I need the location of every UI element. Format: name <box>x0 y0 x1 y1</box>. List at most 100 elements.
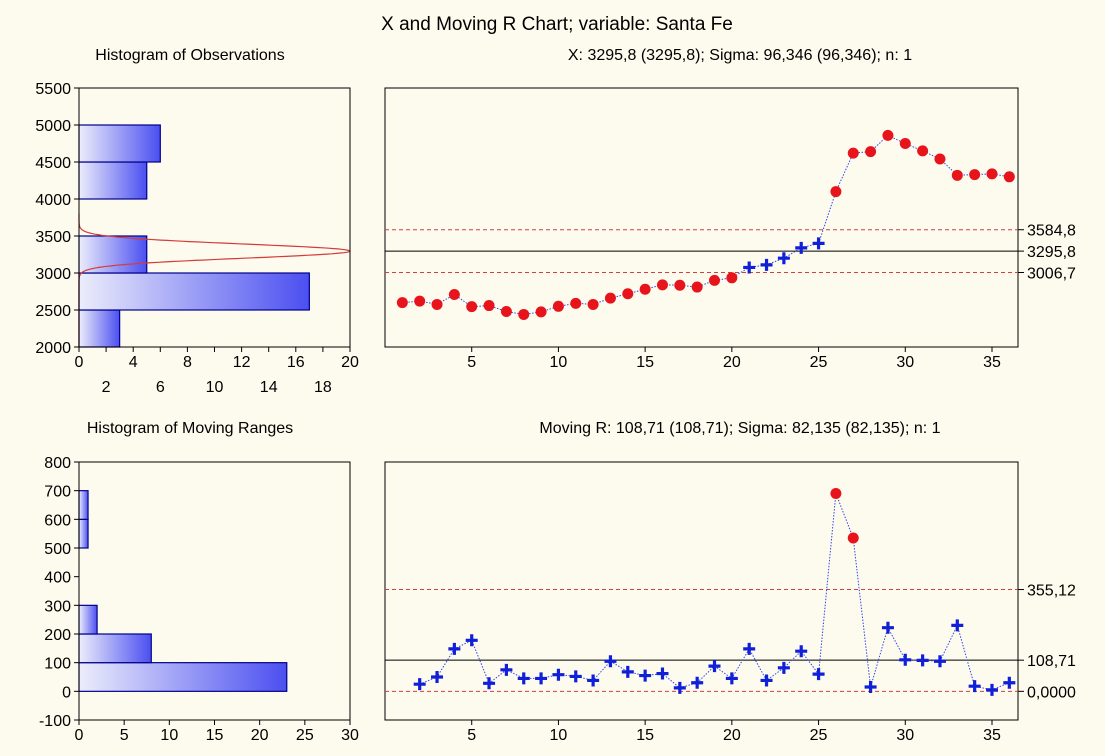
x-tick-label: 10 <box>206 379 224 396</box>
data-point-in-control <box>743 642 756 655</box>
y-tick-label: -100 <box>39 713 71 730</box>
data-point-out-of-control <box>431 298 443 310</box>
x-tick-label: 0 <box>75 354 84 371</box>
histogram-bar <box>78 662 288 692</box>
data-point-in-control <box>656 667 669 680</box>
data-point-in-control <box>535 672 548 685</box>
x-tick-label: 30 <box>896 727 914 744</box>
data-point-out-of-control <box>986 168 998 180</box>
data-point-out-of-control <box>917 145 929 157</box>
data-point-out-of-control <box>466 301 478 313</box>
histogram-bar <box>78 235 148 274</box>
x-tick-label: 15 <box>636 354 654 371</box>
histogram-bar <box>78 124 161 163</box>
data-point-out-of-control <box>830 488 842 500</box>
y-tick-label: 0 <box>62 684 71 701</box>
data-point-out-of-control <box>847 532 859 544</box>
x-individuals-chart: 3584,8 3295,8 3006,7 5 10 15 20 25 30 35 <box>384 87 1076 371</box>
data-point-out-of-control <box>622 288 634 300</box>
data-point-out-of-control <box>1003 171 1015 183</box>
data-point-in-control <box>725 672 738 685</box>
x-tick-label: 35 <box>983 354 1001 371</box>
limit-label: 355,12 <box>1027 583 1076 600</box>
data-point-in-control <box>968 680 981 693</box>
data-point-out-of-control <box>483 300 495 312</box>
y-tick-label: 2500 <box>35 303 71 320</box>
x-tick-label: 15 <box>206 727 224 744</box>
x-tick-label: 20 <box>723 727 741 744</box>
limit-label: 0,0000 <box>1027 684 1076 701</box>
histogram-bar <box>78 272 310 311</box>
mr-chart-title: Moving R: 108,71 (108,71); Sigma: 82,135… <box>539 420 940 437</box>
x-tick-label: 18 <box>314 379 332 396</box>
data-point-out-of-control <box>535 306 547 318</box>
x-tick-label: 20 <box>341 354 359 371</box>
data-point-in-control <box>552 668 565 681</box>
x-tick-label: 0 <box>75 727 84 744</box>
data-point-out-of-control <box>396 297 408 309</box>
x-tick-label: 5 <box>467 354 476 371</box>
histogram-bar <box>78 633 152 664</box>
limit-label: 108,71 <box>1027 653 1076 670</box>
data-point-in-control <box>639 669 652 682</box>
x-tick-label: 10 <box>160 727 178 744</box>
y-tick-label: 400 <box>44 570 71 587</box>
data-point-out-of-control <box>865 146 877 158</box>
histogram-bar <box>78 604 98 635</box>
obs-histogram-title: Histogram of Observations <box>95 47 284 64</box>
observations-histogram: 2000 2500 3000 3500 4000 4500 5000 5500 0 4 8 12 16 2… <box>35 81 359 396</box>
x-tick-label: 15 <box>636 727 654 744</box>
data-point-out-of-control <box>934 153 946 165</box>
data-point-in-control <box>448 642 461 655</box>
y-tick-label: 5000 <box>35 118 71 135</box>
histogram-bar <box>78 161 148 200</box>
x-tick-label: 5 <box>120 727 129 744</box>
data-point-in-control <box>483 677 496 690</box>
series-connector-line <box>402 134 1010 315</box>
x-tick-label: 2 <box>102 379 111 396</box>
data-point-in-control <box>691 676 704 689</box>
x-tick-label: 12 <box>233 354 251 371</box>
data-point-in-control <box>933 655 946 668</box>
x-tick-label: 30 <box>896 354 914 371</box>
data-point-in-control <box>760 258 773 271</box>
y-tick-label: 3500 <box>35 229 71 246</box>
x-tick-label: 6 <box>156 379 165 396</box>
data-point-out-of-control <box>500 305 512 317</box>
data-point-in-control <box>431 671 444 683</box>
data-point-out-of-control <box>552 300 564 312</box>
limit-label: 3295,8 <box>1027 244 1076 261</box>
data-point-out-of-control <box>969 169 981 181</box>
data-point-out-of-control <box>656 279 668 291</box>
data-point-in-control <box>985 683 998 696</box>
y-tick-label: 700 <box>44 484 71 501</box>
x-tick-label: 25 <box>810 354 828 371</box>
data-point-in-control <box>795 645 808 658</box>
data-point-in-control <box>1003 676 1016 689</box>
data-point-in-control <box>621 665 634 678</box>
data-point-in-control <box>743 261 756 274</box>
x-tick-label: 8 <box>183 354 192 371</box>
x-tick-label: 30 <box>341 727 359 744</box>
y-tick-label: 600 <box>44 512 71 529</box>
y-tick-label: 500 <box>44 541 71 558</box>
data-point-in-control <box>777 252 790 265</box>
x-tick-label: 10 <box>550 727 568 744</box>
x-tick-label: 20 <box>723 354 741 371</box>
limit-label: 3584,8 <box>1027 223 1076 240</box>
data-point-in-control <box>795 241 808 254</box>
data-point-out-of-control <box>882 129 894 141</box>
histogram-bar <box>78 309 121 348</box>
data-point-out-of-control <box>639 283 651 295</box>
y-tick-label: 3000 <box>35 266 71 283</box>
x-tick-label: 5 <box>467 727 476 744</box>
data-point-out-of-control <box>674 279 686 291</box>
x-tick-label: 16 <box>287 354 305 371</box>
data-point-out-of-control <box>726 272 738 284</box>
data-point-in-control <box>951 619 964 632</box>
data-point-in-control <box>465 634 478 647</box>
data-point-out-of-control <box>951 169 963 181</box>
data-point-in-control <box>673 681 686 694</box>
